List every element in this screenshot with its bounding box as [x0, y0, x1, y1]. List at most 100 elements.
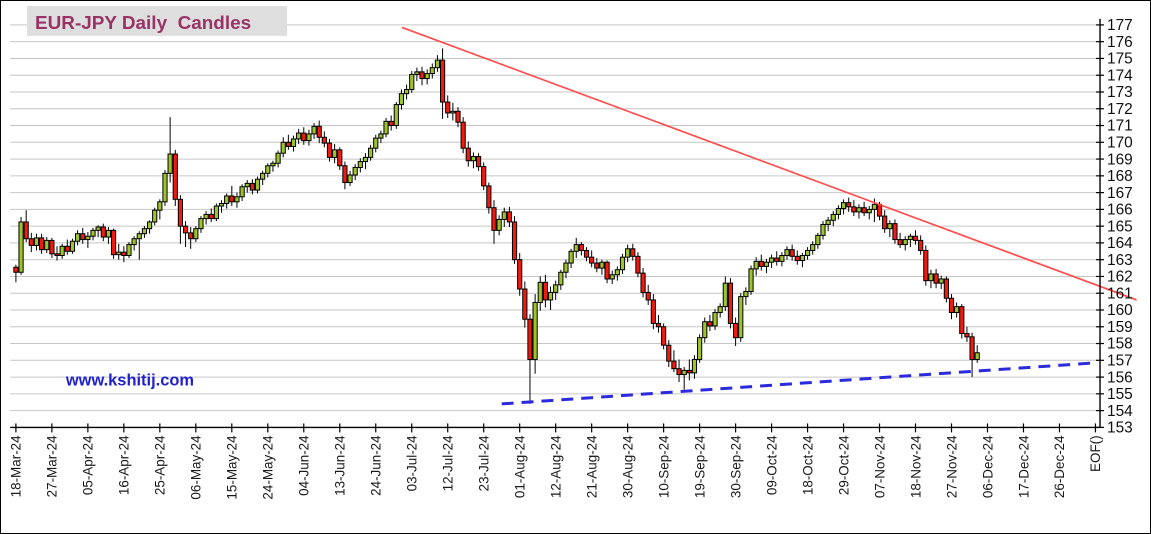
candle-body-up	[702, 321, 708, 339]
candle-body-down	[23, 221, 29, 240]
x-axis-label: 12-Aug-24	[548, 435, 563, 498]
candle-body-up	[167, 153, 173, 174]
candle-body-up	[717, 306, 723, 314]
candle-body-down	[923, 249, 929, 282]
candle	[938, 275, 944, 290]
candle	[136, 231, 142, 260]
candle	[722, 276, 728, 311]
x-axis-label: 03-Jul-24	[405, 435, 420, 492]
candle	[681, 367, 687, 390]
candle-body-up	[573, 244, 579, 252]
candle-body-up	[85, 235, 91, 241]
candle-body-up	[429, 67, 435, 75]
candle	[866, 206, 872, 220]
candle-body-down	[594, 262, 600, 269]
candle	[912, 230, 919, 245]
candle-body-up	[681, 369, 687, 376]
candle	[275, 150, 281, 168]
x-axis-label: 18-Oct-24	[800, 435, 815, 495]
candle-body-up	[414, 71, 420, 75]
x-axis-label: 18-Nov-24	[908, 435, 923, 498]
candle-body-down	[121, 251, 127, 256]
candle	[635, 252, 641, 278]
x-axis-label: 15-May-24	[225, 435, 240, 500]
candle-body-up	[804, 249, 811, 256]
candle-body-down	[460, 121, 466, 149]
candle-body-down	[645, 291, 651, 301]
candle	[799, 252, 806, 268]
candle	[121, 246, 127, 263]
candle	[748, 265, 754, 295]
candle	[110, 228, 117, 259]
candle-body-up	[840, 202, 847, 210]
candle	[296, 128, 302, 144]
candle-body-down	[918, 239, 924, 251]
candle-body-down	[54, 253, 60, 256]
candle	[583, 247, 590, 262]
candle-body-down	[635, 255, 641, 274]
candle	[851, 200, 857, 217]
candle-body-up	[18, 221, 24, 273]
candle	[964, 326, 970, 342]
candle-body-up	[306, 133, 312, 142]
candle-body-up	[599, 261, 605, 269]
candle	[527, 314, 533, 404]
candle-body-down	[789, 249, 795, 257]
candle	[116, 243, 122, 260]
candle	[157, 199, 163, 220]
candle	[301, 127, 307, 145]
candle-body-up	[311, 125, 317, 135]
candle	[28, 232, 34, 253]
candle	[260, 170, 266, 186]
candle-body-down	[486, 185, 492, 209]
candle	[794, 250, 800, 265]
candle-body-down	[342, 165, 348, 184]
candle	[486, 182, 492, 214]
candle-body-up	[902, 239, 908, 246]
candle	[393, 102, 399, 129]
candle	[779, 252, 785, 267]
candle-body-down	[655, 322, 662, 328]
candle	[907, 233, 913, 248]
candle	[676, 359, 682, 383]
candle-body-down	[481, 166, 487, 187]
candle	[902, 236, 908, 251]
candle-body-up	[697, 337, 703, 360]
candle-body-down	[666, 344, 672, 362]
candle-body-up	[116, 251, 122, 256]
candle-body-up	[887, 223, 893, 230]
candle-body-up	[254, 178, 261, 191]
candle	[702, 317, 708, 343]
candle-body-up	[275, 152, 281, 164]
title-box: EUR-JPY Daily Candles	[27, 5, 288, 36]
candle-body-down	[285, 141, 291, 147]
gridlines-layer	[10, 24, 1101, 428]
candle	[568, 248, 574, 269]
candle	[589, 250, 595, 268]
candle-body-up	[712, 312, 718, 327]
candle-body-down	[455, 110, 461, 123]
y-axis-label: 176	[1107, 34, 1133, 51]
candle-body-down	[419, 71, 425, 80]
candle	[332, 143, 338, 164]
candle-body-up	[871, 203, 877, 210]
watermark-link[interactable]: www.kshitij.com	[65, 372, 194, 390]
candle	[414, 67, 420, 82]
candle-body-up	[954, 306, 960, 314]
y-axis-label: 165	[1107, 218, 1133, 235]
candle-body-up	[815, 234, 821, 246]
chart-title: EUR-JPY Daily Candles	[35, 13, 251, 34]
candle	[830, 211, 836, 227]
candle-body-down	[182, 225, 189, 234]
candle-body-up	[830, 213, 836, 221]
candle-body-up	[568, 250, 574, 264]
candle-body-up	[434, 59, 441, 69]
x-axis-label: 07-Nov-24	[872, 435, 887, 498]
candle	[357, 158, 363, 173]
candle	[712, 309, 718, 331]
candle	[645, 284, 651, 305]
candle-body-up	[373, 137, 379, 149]
candle-body-down	[316, 125, 322, 138]
y-axis-label: 157	[1107, 352, 1133, 369]
candle-body-down	[964, 332, 970, 338]
